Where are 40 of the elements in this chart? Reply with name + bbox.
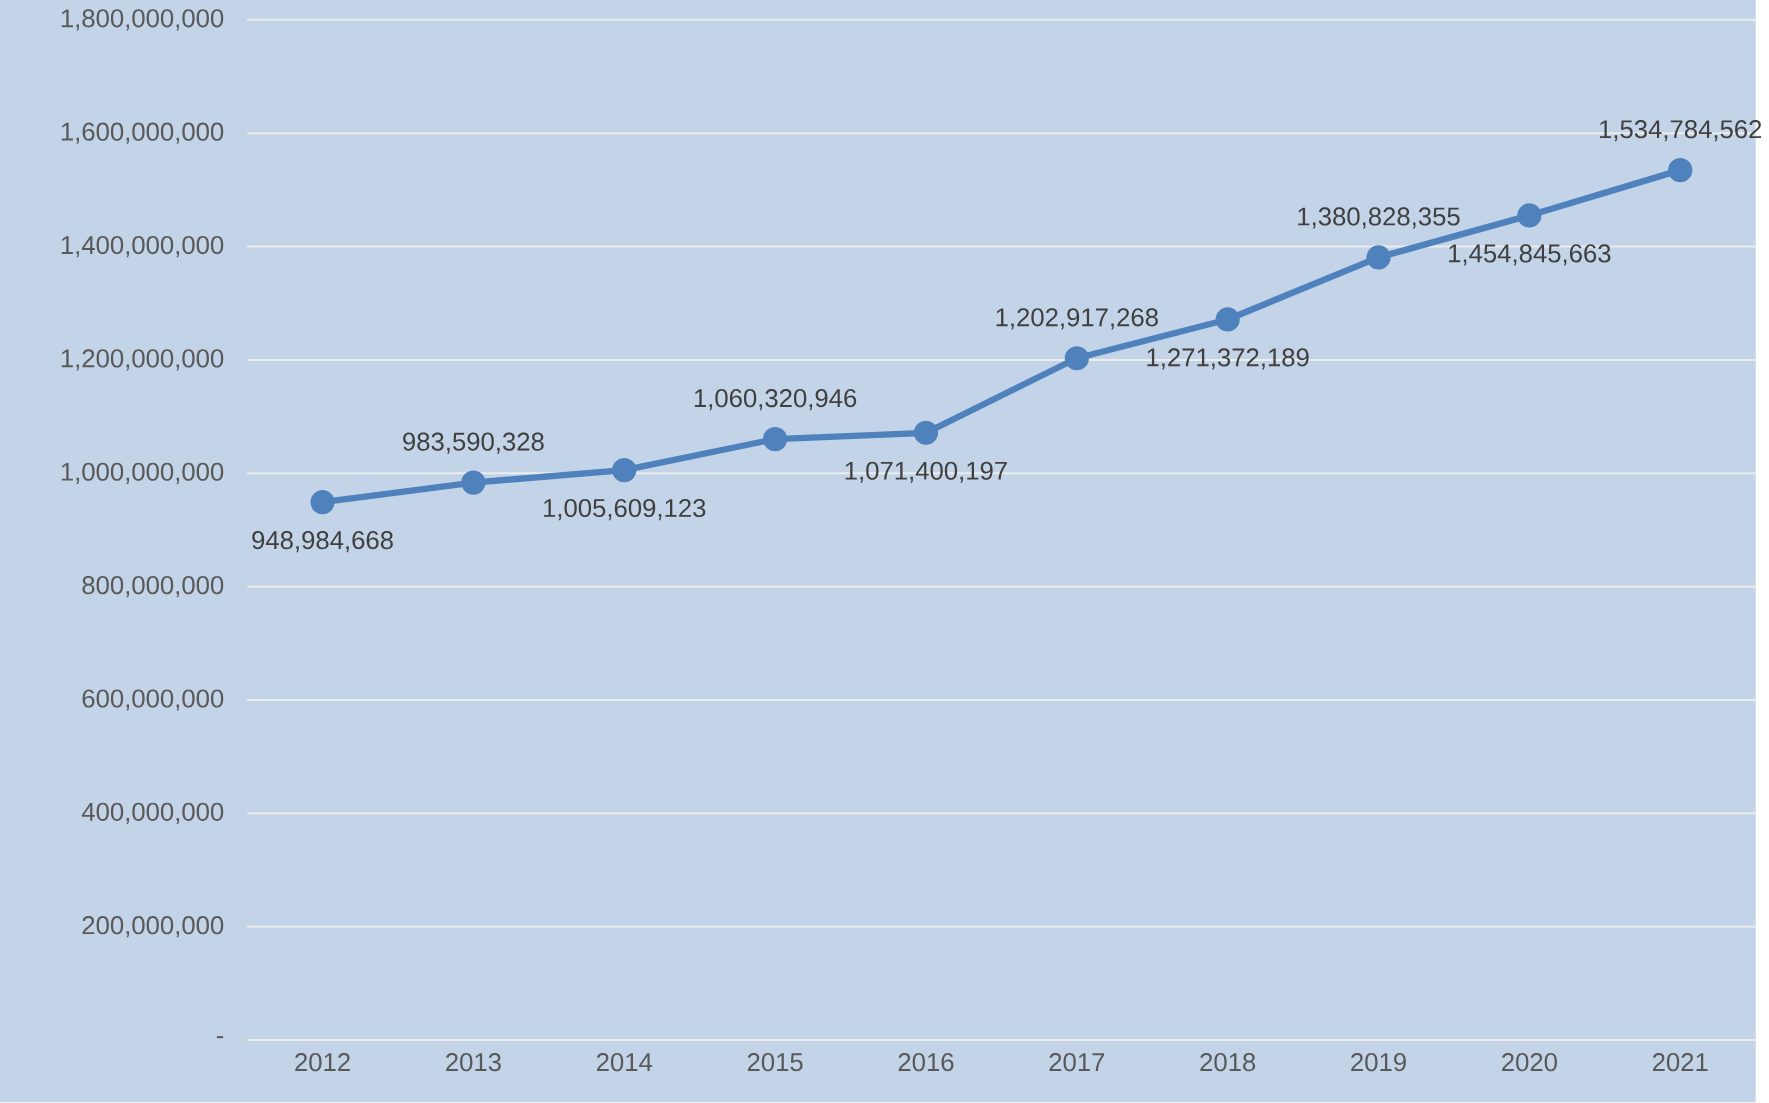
x-tick-label: 2018 bbox=[1200, 1053, 1256, 1072]
y-tick-label: 1,400,000,000 bbox=[61, 236, 224, 258]
point bbox=[1366, 245, 1391, 270]
x-tick-label: 2020 bbox=[1502, 1053, 1557, 1072]
point bbox=[1668, 158, 1693, 183]
x-tick-label: 2013 bbox=[446, 1053, 501, 1072]
x-tick-label: 2019 bbox=[1351, 1053, 1406, 1072]
data-label: 1,005,609,123 bbox=[544, 499, 706, 521]
data-label: 1,202,917,268 bbox=[996, 308, 1158, 330]
x-tick-label: 2014 bbox=[596, 1053, 653, 1072]
x-tick-label: 2012 bbox=[295, 1053, 350, 1072]
y-tick-label: 600,000,000 bbox=[82, 689, 224, 711]
point bbox=[1215, 307, 1240, 332]
point bbox=[1517, 203, 1542, 228]
x-tick-label: 2017 bbox=[1049, 1053, 1105, 1072]
data-label: 1,380,828,355 bbox=[1298, 207, 1460, 229]
x-tick-label: 2016 bbox=[898, 1053, 954, 1072]
point bbox=[763, 427, 788, 452]
y-tick-label: 800,000,000 bbox=[82, 576, 224, 598]
y-tick-label: 200,000,000 bbox=[82, 916, 224, 938]
point bbox=[612, 458, 637, 483]
data-label: 1,060,320,946 bbox=[694, 389, 857, 411]
y-tick-label: - bbox=[216, 1036, 224, 1039]
y-tick-label: 1,600,000,000 bbox=[61, 122, 224, 145]
x-tick-label: 2015 bbox=[747, 1053, 803, 1072]
data-label: 983,590,328 bbox=[403, 432, 544, 454]
data-label: 1,454,845,663 bbox=[1449, 244, 1611, 266]
y-tick-label: 1,200,000,000 bbox=[61, 349, 224, 371]
data-label: 1,071,400,197 bbox=[845, 461, 1007, 484]
y-tick-label: 1,000,000,000 bbox=[61, 462, 224, 485]
point bbox=[461, 470, 486, 495]
y-tick-label: 400,000,000 bbox=[81, 802, 224, 825]
data-label: 1,534,784,562 bbox=[1599, 120, 1762, 142]
point bbox=[913, 420, 939, 446]
data-label: 1,271,372,189 bbox=[1147, 348, 1309, 370]
point bbox=[310, 490, 335, 515]
point bbox=[1064, 346, 1089, 371]
x-tick-label: 2021 bbox=[1652, 1053, 1708, 1072]
data-label: 948,984,668 bbox=[252, 531, 393, 553]
y-tick-label: 1,800,000,000 bbox=[61, 9, 224, 31]
